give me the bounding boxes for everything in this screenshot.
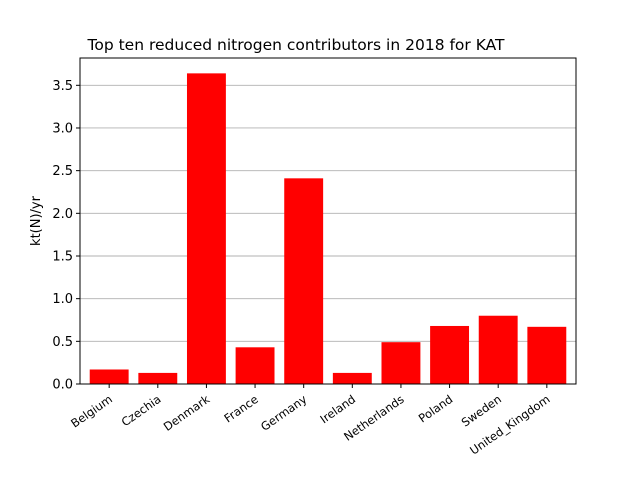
plot-area-frame — [79, 57, 577, 385]
x-tick-label: Ireland — [317, 392, 358, 426]
x-tick-label: United_Kingdom — [467, 392, 552, 458]
y-tick-label: 3.0 — [52, 121, 73, 136]
y-tick-label: 3.5 — [52, 79, 73, 94]
y-tick-label: 1.5 — [52, 249, 73, 264]
bar-ireland — [332, 372, 372, 384]
y-tick-label: 1.0 — [52, 292, 73, 307]
x-tick-label: France — [221, 392, 260, 425]
bar-poland — [430, 325, 470, 384]
bar-czechia — [138, 372, 178, 384]
y-tick-label: 2.5 — [52, 164, 73, 179]
bar-united_kingdom — [527, 326, 567, 384]
y-axis-label: kt(N)/yr — [29, 195, 44, 246]
x-tick-label: Sweden — [459, 392, 504, 430]
bar-netherlands — [381, 342, 421, 384]
grid-lines — [80, 84, 576, 342]
x-tick-label: Belgium — [68, 392, 115, 431]
y-tick-label: 2.0 — [52, 207, 73, 222]
x-tick-label: Denmark — [161, 392, 213, 434]
bar-france — [235, 347, 275, 384]
x-tick-label: Czechia — [119, 392, 164, 429]
bar-belgium — [89, 369, 129, 384]
y-tick-label: 0.0 — [52, 378, 73, 393]
x-tick-label: Germany — [258, 392, 309, 434]
bars — [89, 73, 567, 384]
y-tick-label: 0.5 — [52, 335, 73, 350]
bar-germany — [284, 178, 324, 384]
bar-sweden — [478, 315, 518, 384]
chart-title: Top ten reduced nitrogen contributors in… — [87, 36, 505, 54]
x-tick-label: Poland — [416, 392, 455, 425]
y-axis-ticks: 0.0 0.5 1.0 1.5 2.0 2.5 3.0 3.5 — [52, 79, 80, 393]
bar-denmark — [186, 73, 226, 384]
